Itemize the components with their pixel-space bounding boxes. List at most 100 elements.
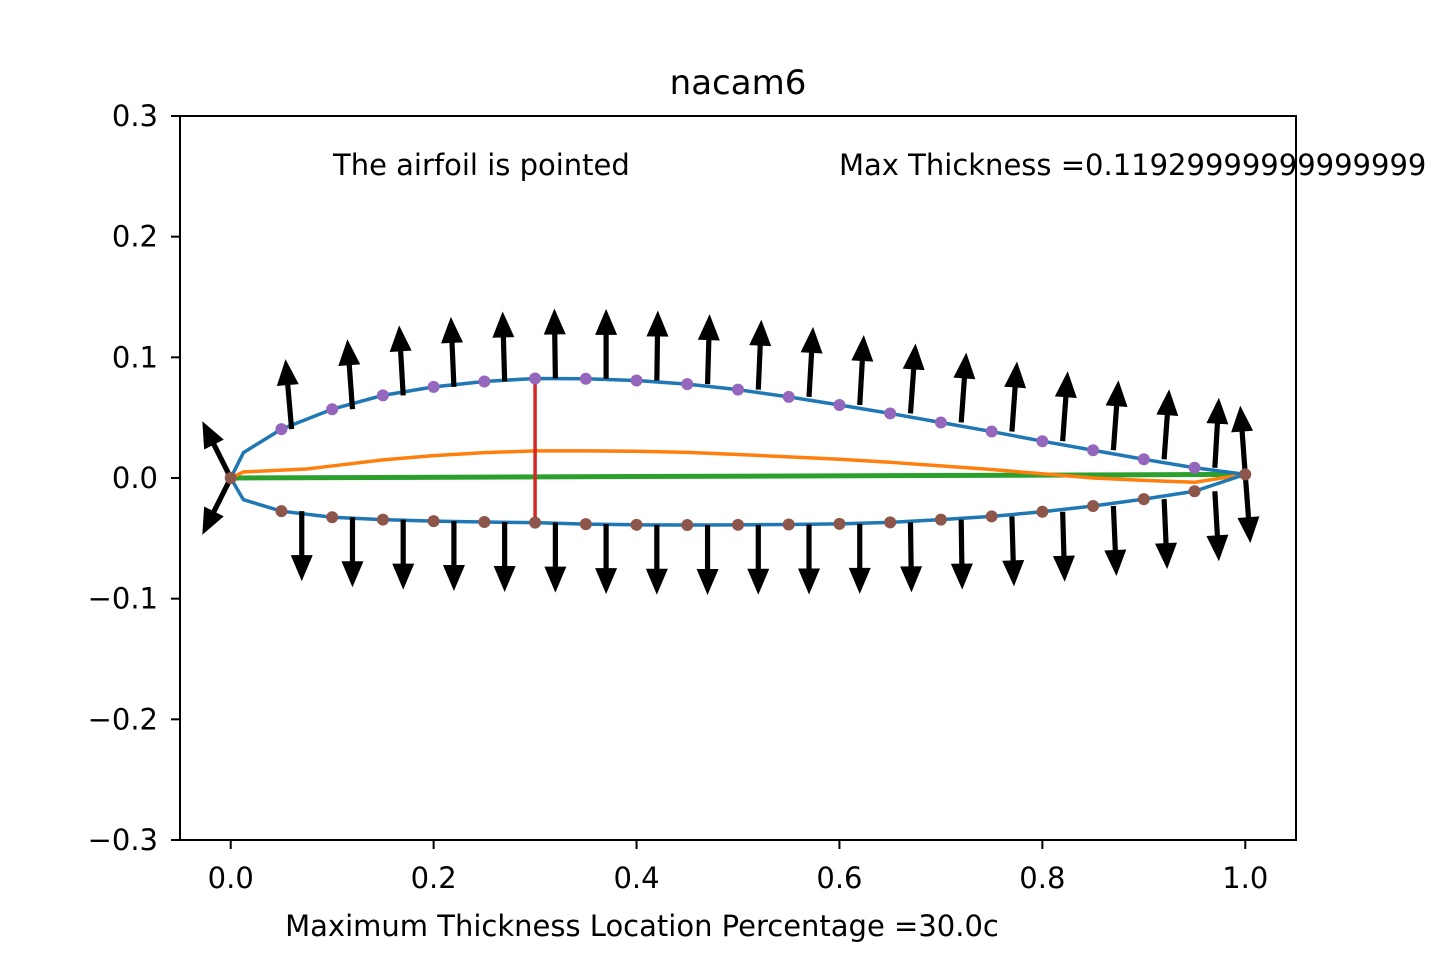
lower-surface-point bbox=[529, 516, 542, 529]
normal-vector-arrow bbox=[1155, 499, 1178, 570]
normal-vector-arrow bbox=[1156, 389, 1179, 460]
normal-vector-arrow bbox=[800, 326, 823, 398]
upper-surface-point bbox=[833, 398, 846, 411]
normal-vector-arrow bbox=[1237, 474, 1260, 544]
normal-vector-arrow bbox=[202, 421, 234, 480]
x-tick-label: 0.4 bbox=[613, 861, 659, 895]
upper-surface-point bbox=[1188, 461, 1201, 474]
lower-surface-series bbox=[229, 472, 1246, 527]
upper-surface-point bbox=[732, 383, 744, 396]
lower-surface-point bbox=[1036, 505, 1049, 518]
normal-vector-arrow bbox=[492, 311, 515, 382]
y-tick-label: −0.3 bbox=[88, 823, 158, 857]
lower-surface-point bbox=[1188, 485, 1201, 498]
upper-surface-point bbox=[376, 389, 389, 402]
normal-vector-arrow bbox=[493, 522, 516, 593]
normal-vector-arrow bbox=[851, 335, 874, 406]
lower-surface-point bbox=[478, 516, 491, 529]
normal-vector-arrow bbox=[389, 325, 412, 396]
upper-surface-point bbox=[934, 416, 947, 429]
upper-surface-point bbox=[529, 372, 542, 385]
normal-vector-arrow bbox=[341, 517, 364, 588]
lower-surface-point bbox=[1239, 468, 1252, 481]
normal-vector-arrow bbox=[1105, 380, 1128, 451]
lower-surface-point bbox=[1137, 493, 1150, 506]
normal-vector-arrow bbox=[646, 310, 669, 381]
lower-surface-point bbox=[427, 515, 440, 528]
upper-surface-point bbox=[1036, 435, 1049, 448]
normal-vector-arrow bbox=[1004, 361, 1027, 432]
lower-surface-point bbox=[782, 518, 795, 531]
x-tick-label: 0.2 bbox=[411, 861, 457, 895]
upper-surface-point bbox=[630, 374, 643, 387]
normal-vector-arrow bbox=[1104, 505, 1127, 576]
plot-clip-group bbox=[202, 308, 1260, 596]
lower-surface-point bbox=[1087, 499, 1100, 512]
lower-surface-point bbox=[275, 505, 288, 518]
x-axis-label: Maximum Thickness Location Percentage =3… bbox=[285, 909, 999, 943]
y-tick-label: 0.1 bbox=[112, 340, 158, 374]
upper-surface-point bbox=[681, 378, 694, 391]
normal-vector-arrow bbox=[798, 524, 821, 595]
upper-surface-point bbox=[782, 390, 795, 403]
y-axis: 0.3 0.2 0.1 0.0 −0.1 −0.2 −0.3 bbox=[88, 99, 180, 857]
y-tick-label: −0.1 bbox=[88, 582, 158, 616]
normal-vector-arrow bbox=[276, 359, 299, 430]
normal-vector-arrow bbox=[950, 519, 973, 590]
normal-vector-arrow bbox=[749, 319, 772, 390]
x-tick-label: 0.8 bbox=[1019, 861, 1065, 895]
x-tick-label: 0.6 bbox=[816, 861, 862, 895]
max-thickness-annotation: Max Thickness =0.11929999999999999 bbox=[839, 148, 1426, 182]
upper-surface-point bbox=[326, 403, 339, 416]
upper-surface-point bbox=[884, 407, 897, 420]
normal-vector-arrow bbox=[1002, 516, 1025, 587]
normal-vector-arrow bbox=[338, 339, 361, 410]
pointed-annotation: The airfoil is pointed bbox=[332, 148, 630, 182]
normal-vector-arrow bbox=[902, 343, 925, 414]
lower-surface-point bbox=[579, 518, 592, 531]
upper-surface-point bbox=[1137, 453, 1150, 466]
normal-vector-arrow bbox=[1231, 405, 1254, 475]
x-tick-label: 1.0 bbox=[1222, 861, 1268, 895]
normal-vector-arrow bbox=[697, 314, 720, 385]
lower-surface-point bbox=[934, 513, 947, 526]
chart-title: nacam6 bbox=[670, 63, 807, 103]
upper-surface-point bbox=[275, 423, 288, 436]
upper-surface-point bbox=[1087, 444, 1100, 457]
y-tick-label: −0.2 bbox=[88, 702, 158, 736]
normal-vector-arrow bbox=[202, 476, 234, 535]
x-tick-label: 0.0 bbox=[208, 861, 254, 895]
normal-vector-arrow bbox=[747, 524, 770, 595]
normal-vector-arrow bbox=[442, 521, 465, 592]
y-tick-label: 0.3 bbox=[112, 99, 158, 133]
normal-vector-arrow bbox=[543, 308, 566, 379]
lower-surface-point bbox=[732, 518, 744, 531]
plot-area bbox=[202, 308, 1260, 596]
x-axis: 0.0 0.2 0.4 0.6 0.8 1.0 bbox=[208, 840, 1268, 895]
normal-vector-arrow bbox=[900, 522, 923, 593]
normal-vector-arrow bbox=[848, 523, 871, 594]
normal-vector-arrow bbox=[953, 352, 976, 423]
normal-vector-arrow bbox=[595, 308, 618, 379]
normal-vector-arrow bbox=[1054, 371, 1077, 442]
upper-surface-point bbox=[427, 380, 440, 393]
lower-surface-point bbox=[833, 517, 846, 530]
lower-surface-point bbox=[884, 516, 897, 529]
upper-surface-series bbox=[229, 376, 1246, 479]
upper-surface-point bbox=[579, 372, 592, 385]
normal-vector-arrow bbox=[392, 519, 415, 590]
normal-vector-arrow bbox=[595, 524, 618, 595]
normal-vector-arrow bbox=[645, 524, 668, 595]
y-tick-label: 0.0 bbox=[112, 461, 158, 495]
normal-vector-arrow bbox=[1052, 511, 1075, 582]
normal-vector-arrow bbox=[1206, 491, 1229, 562]
lower-surface-point bbox=[681, 519, 694, 532]
lower-surface-point bbox=[224, 472, 237, 484]
lower-surface-point bbox=[376, 513, 389, 526]
y-tick-label: 0.2 bbox=[112, 220, 158, 254]
camber-line-series bbox=[229, 449, 1246, 484]
upper-surface-point bbox=[985, 425, 998, 438]
normal-vector-arrow bbox=[544, 522, 567, 593]
lower-surface-point bbox=[630, 518, 643, 531]
